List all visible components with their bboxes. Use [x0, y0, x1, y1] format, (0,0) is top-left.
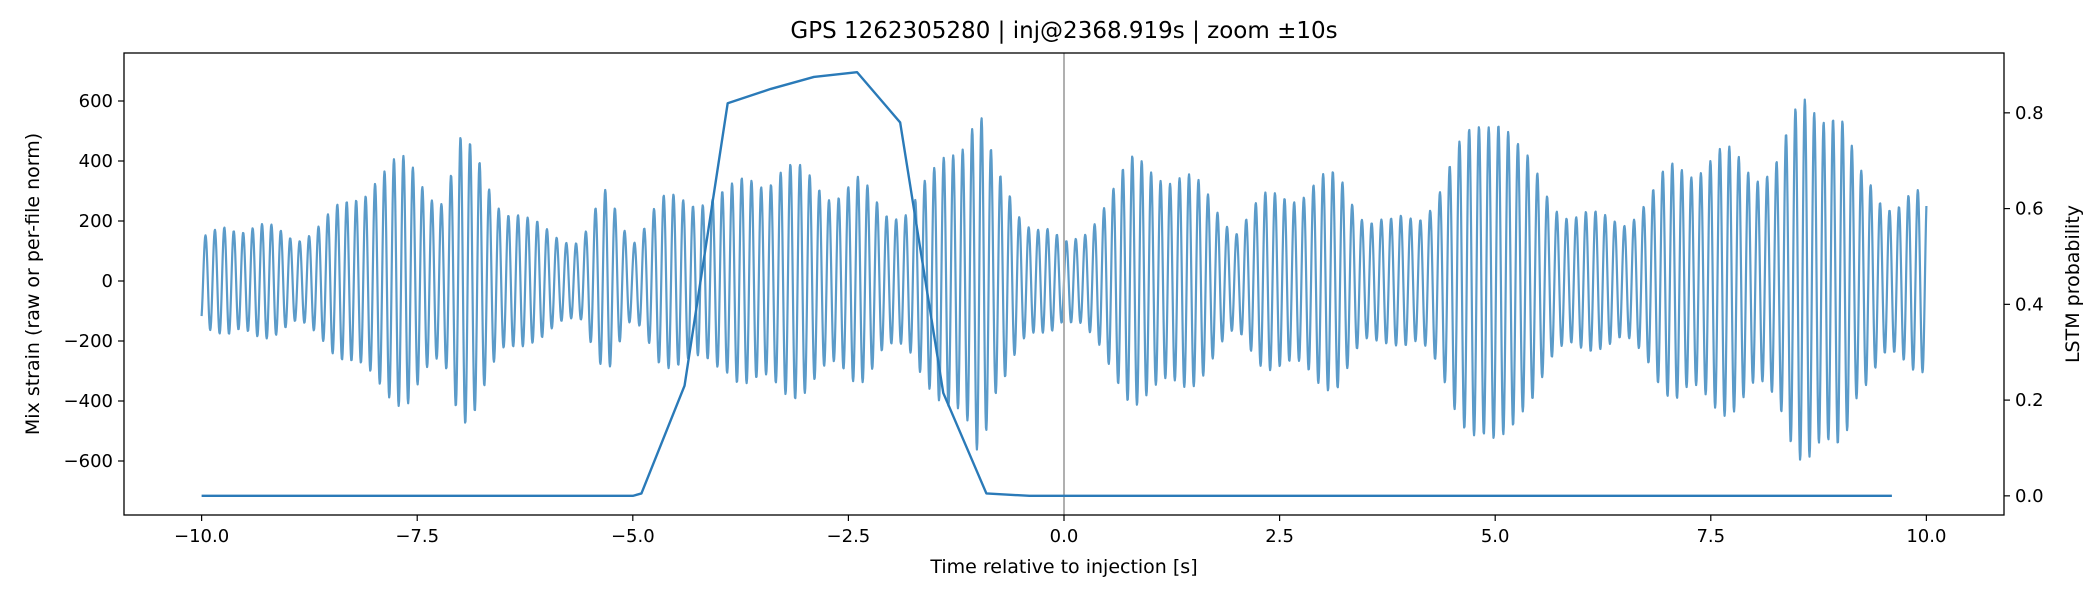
y-left-axis-label: Mix strain (raw or per-file norm): [22, 133, 44, 435]
y-right-tick-label: 0.4: [2015, 294, 2044, 315]
y-left-tick-label: 200: [79, 211, 113, 232]
y-left-tick-label: 600: [79, 91, 113, 112]
y-right-axis-label: LSTM probability: [2062, 205, 2084, 363]
y-left-tick-label: 400: [79, 151, 113, 172]
x-tick-label: −5.0: [611, 526, 655, 547]
y-right-tick-label: 0.8: [2015, 103, 2044, 124]
x-tick-label: 2.5: [1265, 526, 1294, 547]
chart-title: GPS 1262305280 | inj@2368.919s | zoom ±1…: [790, 18, 1337, 44]
y-right-tick-label: 0.2: [2015, 390, 2044, 411]
x-tick-label: −2.5: [827, 526, 871, 547]
x-tick-label: 7.5: [1696, 526, 1725, 547]
y-right-tick-label: 0.0: [2015, 486, 2044, 507]
x-axis-label: Time relative to injection [s]: [929, 556, 1197, 578]
y-right-tick-label: 0.6: [2015, 199, 2044, 220]
x-tick-label: 10.0: [1906, 526, 1946, 547]
y-left-tick-label: −400: [64, 391, 113, 412]
x-tick-label: −10.0: [174, 526, 229, 547]
lstm-probability-line: [201, 70, 1892, 498]
x-tick-label: 0.0: [1050, 526, 1079, 547]
y-left-tick-label: −200: [64, 331, 113, 352]
y-left-tick-label: 0: [102, 271, 113, 292]
x-tick-label: 5.0: [1481, 526, 1510, 547]
x-tick-label: −7.5: [395, 526, 439, 547]
y-left-tick-label: −600: [64, 451, 113, 472]
